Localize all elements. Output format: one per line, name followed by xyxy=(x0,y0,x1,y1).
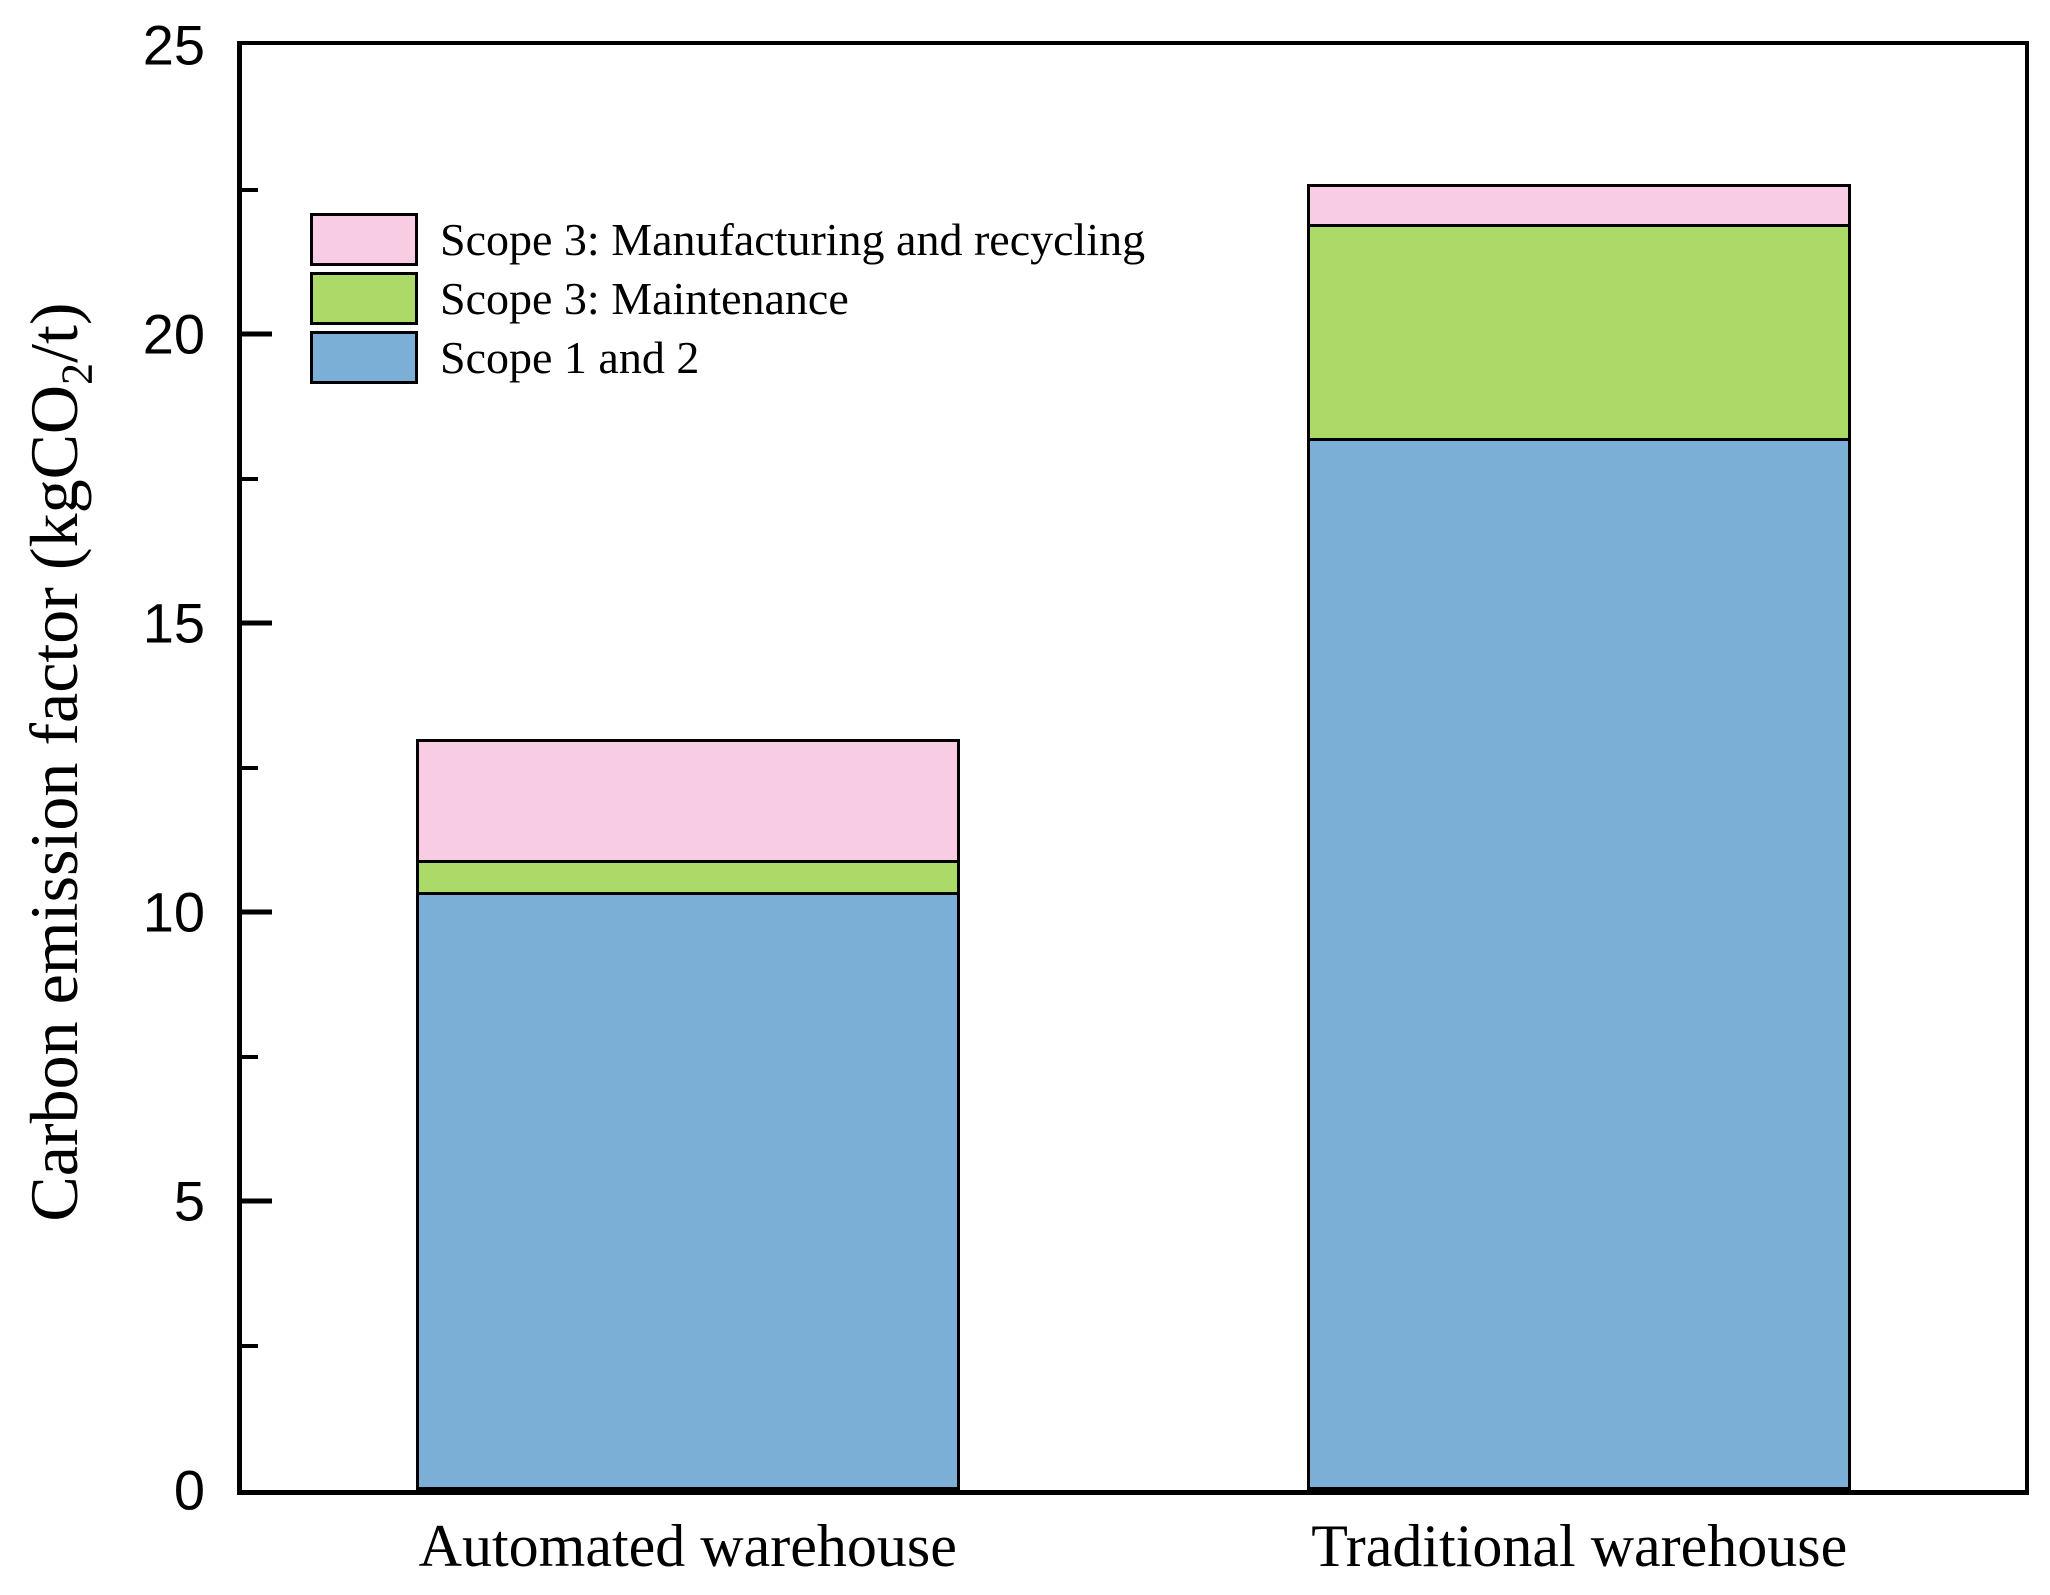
bar-segment-scope-3-manufacturing-and-recycling xyxy=(415,738,960,863)
x-category-label-automated: Automated warehouse xyxy=(418,1513,957,1579)
legend-item-maintenance: Scope 3: Maintenance xyxy=(310,272,1145,325)
legend-label-maintenance: Scope 3: Maintenance xyxy=(440,273,849,324)
legend-swatch-manufacturing-icon xyxy=(310,213,418,266)
bar-segment-scope-1-and-2 xyxy=(1307,438,1852,1490)
y-minor-tick xyxy=(242,1054,258,1059)
y-tick-label: 25 xyxy=(142,13,205,77)
plot-frame xyxy=(237,41,2029,1495)
y-minor-tick xyxy=(242,1343,258,1348)
y-major-tick xyxy=(242,331,272,337)
legend-swatch-maintenance-icon xyxy=(310,272,418,325)
y-tick-labels: 0 5 10 15 20 25 xyxy=(0,14,205,1522)
y-minor-tick xyxy=(242,187,258,192)
legend-item-manufacturing: Scope 3: Manufacturing and recycling xyxy=(310,213,1145,266)
legend: Scope 3: Manufacturing and recycling Sco… xyxy=(310,213,1145,390)
y-minor-tick xyxy=(242,476,258,481)
legend-label-manufacturing: Scope 3: Manufacturing and recycling xyxy=(440,214,1146,265)
bar-segment-scope-1-and-2 xyxy=(415,891,960,1490)
legend-item-scope12: Scope 1 and 2 xyxy=(310,331,1145,384)
bar-segment-scope-3-manufacturing-and-recycling xyxy=(1307,183,1852,228)
plot-area xyxy=(242,45,2025,1490)
y-major-tick xyxy=(242,909,272,915)
legend-swatch-scope12-icon xyxy=(310,331,418,384)
y-tick-label: 5 xyxy=(173,1169,205,1233)
y-major-tick xyxy=(242,620,272,626)
bar-segment-scope-3-maintenance xyxy=(1307,224,1852,442)
y-major-tick xyxy=(242,1198,272,1204)
y-minor-tick xyxy=(242,765,258,770)
x-category-label-traditional: Traditional warehouse xyxy=(1311,1513,1848,1579)
y-tick-label: 15 xyxy=(142,591,205,655)
y-tick-label: 10 xyxy=(142,880,205,944)
y-tick-label: 0 xyxy=(173,1458,205,1522)
bar-segment-scope-3-maintenance xyxy=(415,860,960,895)
legend-label-scope12: Scope 1 and 2 xyxy=(440,332,700,383)
y-tick-label: 20 xyxy=(142,302,205,366)
